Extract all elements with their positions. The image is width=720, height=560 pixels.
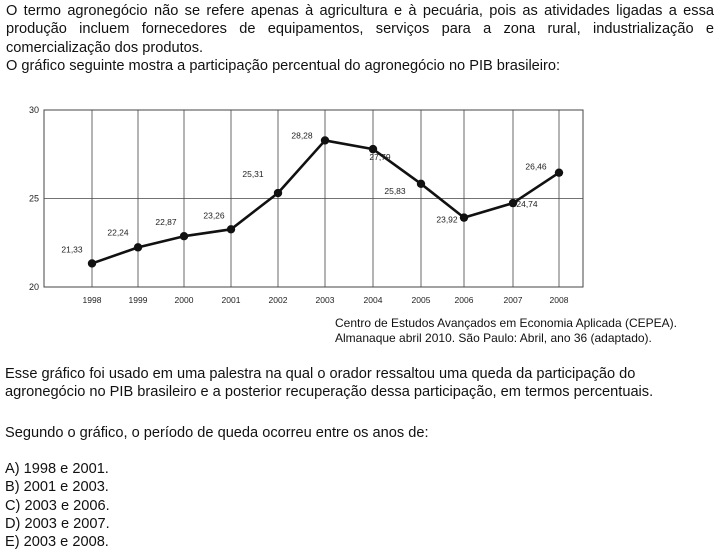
x-tick-2004: 2004	[364, 295, 383, 305]
option-a[interactable]: A) 1998 e 2001.	[5, 461, 109, 477]
y-tick-20: 20	[29, 282, 39, 292]
data-label-2008: 26,46	[525, 162, 547, 172]
chart-source: Centro de Estudos Avançados em Economia …	[335, 316, 677, 346]
option-c[interactable]: C) 2003 e 2006.	[5, 497, 110, 514]
data-point-2008	[554, 168, 564, 177]
data-label-2003: 28,28	[291, 130, 313, 140]
data-label-2002: 25,31	[242, 169, 264, 179]
data-label-1998: 21,33	[61, 244, 83, 254]
option-e[interactable]: E) 2003 e 2008.	[5, 534, 109, 551]
data-point-1999	[133, 243, 143, 252]
question-context: Esse gráfico foi usado em uma palestra n…	[5, 365, 717, 402]
x-tick-2003: 2003	[316, 295, 335, 305]
data-label-1999: 22,24	[107, 227, 129, 237]
data-point-2007	[508, 198, 518, 208]
option-d[interactable]: D) 2003 e 2007.	[5, 515, 110, 532]
data-point-2000	[179, 232, 189, 241]
x-tick-2002: 2002	[269, 295, 288, 305]
source-line-1: Centro de Estudos Avançados em Economia …	[335, 316, 677, 330]
answer-options: A) 1998 e 2001. B) 2001 e 2003. C) 2003 …	[5, 460, 110, 551]
data-label-2005: 25,83	[384, 186, 406, 196]
context-text: Esse gráfico foi usado em uma palestra n…	[5, 366, 654, 401]
y-tick-30: 30	[29, 105, 39, 115]
data-label-2007: 24,74	[516, 199, 538, 209]
x-tick-2007: 2007	[504, 295, 523, 305]
data-label-2004: 27,79	[369, 152, 391, 162]
data-label-2000: 22,87	[155, 217, 177, 227]
x-tick-2001: 2001	[222, 295, 241, 305]
data-point-2006	[459, 213, 469, 222]
line-chart: 20 25 30 1998 1999 2000 2001 2002 2003 2004 2005 20…	[29, 105, 584, 305]
series-line	[91, 139, 560, 265]
x-tick-1999: 1999	[129, 295, 148, 305]
question-intro: O termo agronegócio não se refere apenas…	[6, 2, 714, 76]
data-point-2005	[416, 179, 426, 189]
data-point-2001	[226, 225, 236, 234]
x-tick-2008: 2008	[550, 295, 569, 305]
data-point-2004	[368, 144, 378, 154]
chart-intro: O gráfico seguinte mostra a participação…	[6, 58, 561, 75]
data-point-2003	[320, 136, 330, 145]
intro-paragraph: O termo agronegócio não se refere apenas…	[6, 3, 714, 56]
option-b[interactable]: B) 2001 e 2003.	[5, 479, 109, 496]
data-point-1998	[87, 259, 97, 268]
x-tick-2006: 2006	[455, 295, 474, 305]
x-tick-2005: 2005	[412, 295, 431, 305]
x-tick-2000: 2000	[175, 295, 194, 305]
data-label-2001: 23,26	[203, 210, 225, 220]
data-point-2002	[273, 188, 283, 198]
source-line-2: Almanaque abril 2010. São Paulo: Abril, …	[335, 331, 652, 345]
data-label-2006: 23,92	[436, 215, 458, 225]
prompt-text: Segundo o gráfico, o período de queda oc…	[5, 425, 429, 441]
y-tick-25: 25	[29, 194, 39, 204]
question-prompt: Segundo o gráfico, o período de queda oc…	[5, 424, 717, 442]
x-tick-1998: 1998	[83, 295, 102, 305]
